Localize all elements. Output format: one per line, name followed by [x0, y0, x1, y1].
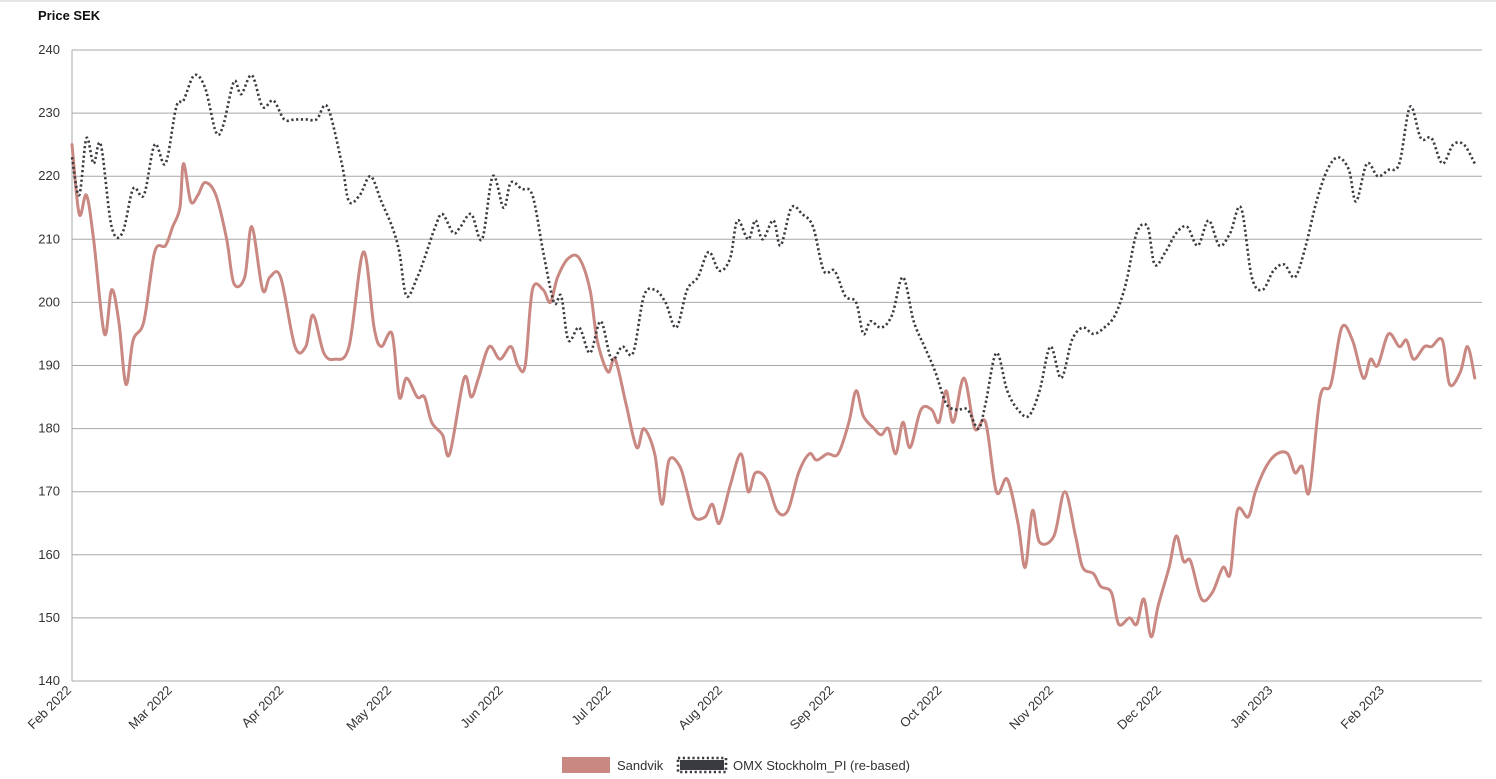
- y-tick-label: 190: [38, 358, 60, 373]
- legend-swatch: [562, 757, 610, 773]
- x-tick-label: Jul 2022: [568, 683, 613, 728]
- x-tick-label: Feb 2022: [25, 683, 74, 732]
- y-tick-label: 230: [38, 105, 60, 120]
- y-axis-title: Price SEK: [38, 8, 101, 23]
- x-tick-label: Sep 2022: [787, 683, 837, 733]
- y-tick-label: 200: [38, 294, 60, 309]
- series-line-sandvik: [70, 143, 1477, 639]
- x-tick-label: Jan 2023: [1227, 683, 1275, 731]
- y-tick-label: 180: [38, 421, 60, 436]
- x-tick-label: Apr 2022: [238, 683, 286, 731]
- series-line-omx-stockholm-pi: [70, 73, 1476, 430]
- y-tick-label: 210: [38, 231, 60, 246]
- legend-swatch: [676, 756, 728, 774]
- legend-label: Sandvik: [617, 758, 664, 773]
- legend-item-sandvik: Sandvik: [562, 757, 664, 773]
- axis-layer: 140 150 160 170 180 190 200 210 220 230 240 Feb 202…: [25, 42, 1387, 733]
- x-tick-label: Jun 2022: [457, 683, 505, 731]
- legend-label: OMX Stockholm_PI (re-based): [733, 758, 910, 773]
- grid-layer: [72, 49, 1482, 682]
- y-tick-label: 170: [38, 484, 60, 499]
- x-tick-label: Nov 2022: [1006, 683, 1056, 733]
- y-tick-label: 160: [38, 547, 60, 562]
- y-tick-label: 150: [38, 610, 60, 625]
- top-border: [0, 0, 1496, 2]
- legend: Sandvik OMX Stockholm_PI (re-based): [562, 756, 910, 774]
- series-layer: [70, 73, 1477, 639]
- x-tick-label: Aug 2022: [675, 683, 725, 733]
- legend-item-omx-stockholm-pi: OMX Stockholm_PI (re-based): [676, 756, 910, 774]
- x-tick-label: Mar 2022: [125, 683, 174, 732]
- x-tick-label: May 2022: [343, 683, 394, 734]
- y-tick-label: 240: [38, 42, 60, 57]
- x-tick-label: Dec 2022: [1114, 683, 1164, 733]
- x-tick-label: Feb 2023: [1338, 683, 1387, 732]
- y-tick-label: 220: [38, 168, 60, 183]
- x-tick-label: Oct 2022: [897, 683, 945, 731]
- legend-swatch-fill: [680, 760, 724, 770]
- y-tick-label: 140: [38, 673, 60, 688]
